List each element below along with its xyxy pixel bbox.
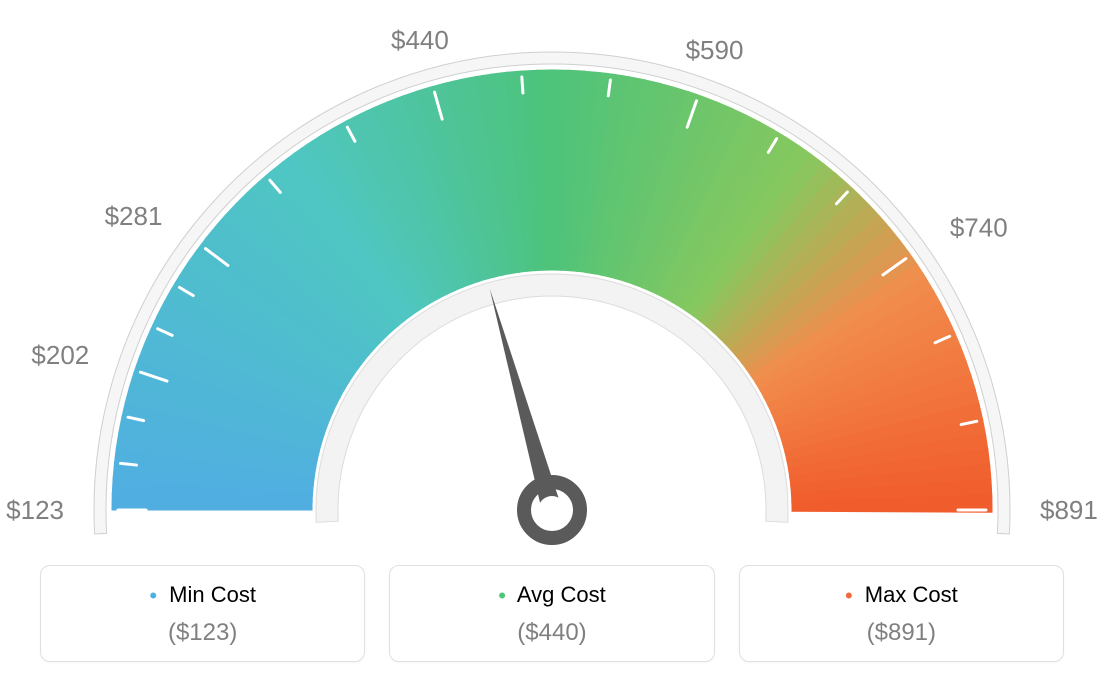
legend-row: • Min Cost ($123) • Avg Cost ($440) • Ma… <box>40 565 1064 662</box>
legend-value-max: ($891) <box>748 619 1055 647</box>
legend-title-avg: • Avg Cost <box>398 582 705 609</box>
legend-box-min: • Min Cost ($123) <box>40 565 365 662</box>
legend-title-min: • Min Cost <box>49 582 356 609</box>
svg-text:$740: $740 <box>950 212 1008 242</box>
legend-label-min: Min Cost <box>169 582 256 607</box>
cost-gauge: $123 $202 $281 $440 $590 $740 $891 <box>0 0 1104 560</box>
svg-text:$440: $440 <box>391 25 449 55</box>
dot-avg-icon: • <box>498 583 506 608</box>
legend-label-avg: Avg Cost <box>517 582 606 607</box>
legend-box-max: • Max Cost ($891) <box>739 565 1064 662</box>
dot-min-icon: • <box>149 583 157 608</box>
legend-label-max: Max Cost <box>865 582 958 607</box>
svg-text:$202: $202 <box>31 340 89 370</box>
gauge-svg: $123 $202 $281 $440 $590 $740 $891 <box>0 0 1104 560</box>
legend-box-avg: • Avg Cost ($440) <box>389 565 714 662</box>
svg-text:$123: $123 <box>6 495 64 525</box>
svg-text:$891: $891 <box>1040 495 1098 525</box>
legend-title-max: • Max Cost <box>748 582 1055 609</box>
dot-max-icon: • <box>845 583 853 608</box>
legend-value-min: ($123) <box>49 619 356 647</box>
svg-text:$281: $281 <box>105 201 163 231</box>
legend-value-avg: ($440) <box>398 619 705 647</box>
svg-text:$590: $590 <box>686 35 744 65</box>
